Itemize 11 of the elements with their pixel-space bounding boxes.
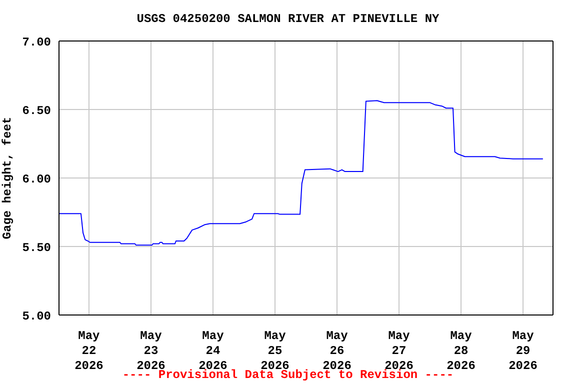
x-tick-label: May 28 2026: [446, 329, 476, 373]
y-tick-label: 7.00: [22, 35, 51, 50]
y-tick-label: 6.00: [22, 172, 51, 186]
y-axis-title: Gage height, feet: [0, 116, 14, 240]
y-tick-label: 5.50: [22, 240, 51, 255]
x-tick-label: May 22 2026: [74, 329, 104, 373]
x-tick-label: May 29 2026: [508, 329, 538, 373]
line-series: [59, 100, 544, 246]
chart-title: USGS 04250200 SALMON RIVER AT PINEVILLE NY: [136, 12, 440, 26]
y-tick-label: 6.50: [22, 104, 51, 118]
y-tick-label: 5.00: [22, 309, 51, 324]
